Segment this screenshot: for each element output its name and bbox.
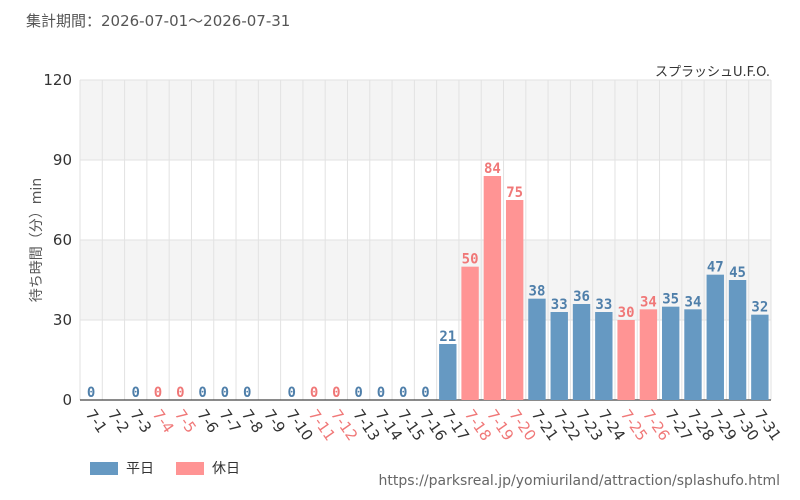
- bar-7-28: [684, 309, 702, 400]
- data-label-7-1: 0: [87, 385, 95, 401]
- data-label-7-13: 0: [354, 385, 362, 401]
- data-label-7-25: 30: [618, 305, 635, 321]
- bar-7-24: [595, 312, 613, 400]
- data-label-7-6: 0: [198, 385, 206, 401]
- data-label-7-23: 36: [573, 289, 590, 305]
- bar-7-31: [751, 314, 769, 400]
- x-tick-label: 7-2: [104, 406, 133, 436]
- source-url[interactable]: https://parksreal.jp/yomiuriland/attract…: [378, 473, 780, 489]
- bar-7-30: [728, 280, 747, 400]
- data-label-7-16: 0: [421, 385, 429, 401]
- x-tick-label: 7-8: [238, 406, 267, 436]
- bar-7-17: [439, 344, 457, 400]
- legend-swatch-weekday: [90, 461, 118, 475]
- data-label-7-21: 38: [529, 284, 546, 300]
- data-label-7-3: 0: [132, 385, 140, 401]
- data-label-7-4: 0: [154, 385, 162, 401]
- data-label-7-27: 35: [662, 292, 679, 308]
- y-tick-label: 0: [62, 391, 72, 409]
- data-label-7-19: 84: [484, 161, 501, 177]
- bar-7-27: [662, 306, 680, 400]
- data-label-7-5: 0: [176, 385, 184, 401]
- data-label-7-29: 47: [707, 260, 724, 276]
- x-tick-label: 7-4: [149, 406, 178, 436]
- data-label-7-11: 0: [310, 385, 318, 401]
- data-label-7-26: 34: [640, 294, 657, 310]
- data-label-7-22: 33: [551, 297, 568, 313]
- plot-band: [80, 240, 771, 320]
- bar-7-23: [572, 304, 591, 400]
- data-label-7-17: 21: [439, 329, 456, 345]
- x-tick-label: 7-3: [126, 406, 155, 436]
- plot-band: [80, 80, 771, 160]
- x-tick-label: 7-7: [216, 406, 245, 436]
- period-label: 集計期間：2026-07-01～2026-07-31: [26, 12, 291, 30]
- y-tick-label: 120: [43, 71, 72, 89]
- legend-item-weekday[interactable]: 平日: [90, 458, 154, 478]
- bar-7-18: [461, 266, 479, 400]
- bar-7-26: [639, 309, 658, 400]
- data-label-7-30: 45: [729, 265, 746, 281]
- data-label-7-31: 32: [751, 300, 768, 316]
- data-label-7-8: 0: [243, 385, 251, 401]
- bar-7-21: [528, 298, 546, 400]
- chart-title: スプラッシュU.F.O.: [654, 65, 770, 80]
- legend-label-holiday: 休日: [212, 461, 240, 477]
- data-label-7-7: 0: [221, 385, 229, 401]
- data-label-7-12: 0: [332, 385, 340, 401]
- data-label-7-24: 33: [595, 297, 612, 313]
- data-label-7-10: 0: [288, 385, 296, 401]
- y-tick-label: 90: [53, 151, 72, 169]
- legend-swatch-holiday: [176, 461, 204, 475]
- data-label-7-18: 50: [462, 252, 479, 268]
- y-tick-label: 60: [53, 231, 72, 249]
- x-tick-label: 7-5: [171, 406, 200, 436]
- data-label-7-14: 0: [377, 385, 385, 401]
- x-tick-label: 7-6: [193, 406, 222, 436]
- data-label-7-15: 0: [399, 385, 407, 401]
- legend-item-holiday[interactable]: 休日: [176, 458, 240, 478]
- bar-7-22: [550, 312, 568, 400]
- bar-7-29: [706, 274, 724, 400]
- y-tick-label: 30: [53, 311, 72, 329]
- bar-7-19: [483, 176, 502, 400]
- bar-7-20: [505, 200, 524, 400]
- x-tick-label: 7-1: [82, 406, 111, 436]
- data-label-7-20: 75: [506, 185, 523, 201]
- legend: 平日 休日: [90, 458, 254, 478]
- data-label-7-28: 34: [685, 294, 702, 310]
- legend-label-weekday: 平日: [126, 461, 154, 477]
- bar-7-25: [617, 320, 635, 400]
- x-tick-label: 7-9: [260, 406, 289, 436]
